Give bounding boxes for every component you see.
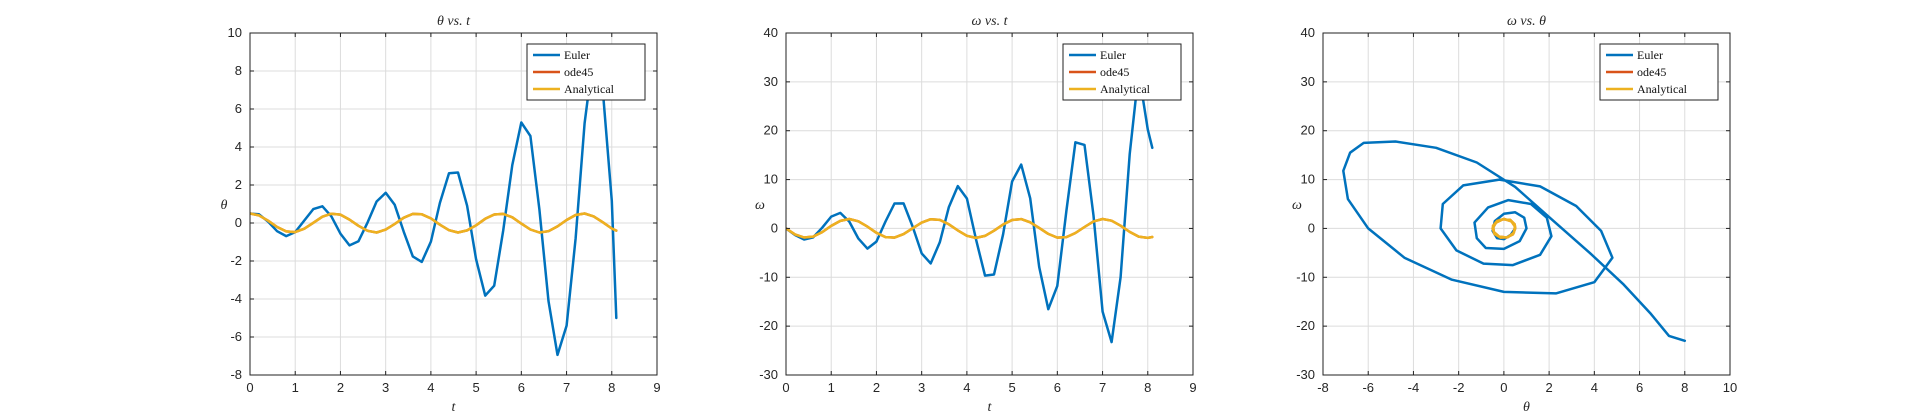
x-tick-label: -8 bbox=[1317, 380, 1329, 395]
x-tick-label: 4 bbox=[1591, 380, 1598, 395]
legend: Euler ode45 Analytical bbox=[1599, 43, 1719, 101]
x-tick-label: 6 bbox=[1636, 380, 1643, 395]
y-tick-label: -10 bbox=[759, 269, 778, 284]
x-tick-label: 8 bbox=[1144, 380, 1151, 395]
y-tick-label: -20 bbox=[1296, 318, 1315, 333]
legend: Euler ode45 Analytical bbox=[1062, 43, 1182, 101]
y-tick-label: 0 bbox=[1308, 220, 1315, 235]
x-tick-label: 10 bbox=[1723, 380, 1737, 395]
y-tick-label: 6 bbox=[235, 101, 242, 116]
y-tick-label: 8 bbox=[235, 63, 242, 78]
y-tick-label: 2 bbox=[235, 177, 242, 192]
y-tick-label: -30 bbox=[1296, 367, 1315, 382]
legend: Euler ode45 Analytical bbox=[526, 43, 646, 101]
y-axis-label: ω bbox=[755, 198, 765, 213]
x-tick-label: 3 bbox=[382, 380, 389, 395]
y-tick-label: 0 bbox=[235, 215, 242, 230]
x-tick-label: 4 bbox=[963, 380, 970, 395]
y-axis-label: ω bbox=[1292, 198, 1302, 213]
y-tick-label: 30 bbox=[764, 74, 778, 89]
x-tick-label: 0 bbox=[1500, 380, 1507, 395]
x-tick-label: 8 bbox=[1681, 380, 1688, 395]
x-axis-label: t bbox=[452, 400, 457, 415]
x-tick-label: 2 bbox=[337, 380, 344, 395]
legend-label-analytical: Analytical bbox=[1100, 82, 1151, 96]
y-tick-label: 10 bbox=[228, 25, 242, 40]
y-axis-label: θ bbox=[221, 198, 228, 213]
chart-theta_t: 0 1 2 3 4 5 6 7 8 9 -8 -6 -4 -2 0 2 4 6 8 10 θ vs. t t θ Euler o… bbox=[221, 14, 661, 415]
x-tick-label: 8 bbox=[608, 380, 615, 395]
x-tick-label: -6 bbox=[1362, 380, 1374, 395]
y-tick-label: -20 bbox=[759, 318, 778, 333]
x-tick-label: 3 bbox=[918, 380, 925, 395]
y-tick-label: 10 bbox=[1301, 172, 1315, 187]
y-tick-label: -8 bbox=[230, 367, 242, 382]
series-euler-line bbox=[1342, 140, 1687, 343]
y-tick-label: 4 bbox=[235, 139, 242, 154]
legend-label-euler: Euler bbox=[564, 48, 590, 62]
legend-label-ode45: ode45 bbox=[1637, 65, 1666, 79]
y-tick-label: 40 bbox=[1301, 25, 1315, 40]
chart-title: ω vs. t bbox=[972, 14, 1009, 29]
legend-label-analytical: Analytical bbox=[1637, 82, 1688, 96]
y-tick-label: 10 bbox=[764, 172, 778, 187]
chart-title: ω vs. θ bbox=[1507, 14, 1546, 29]
chart-title: θ vs. t bbox=[437, 14, 471, 29]
legend-label-ode45: ode45 bbox=[1100, 65, 1129, 79]
y-tick-label: -30 bbox=[759, 367, 778, 382]
axes-box bbox=[785, 32, 1194, 376]
x-tick-label: -2 bbox=[1453, 380, 1465, 395]
x-axis-label: θ bbox=[1523, 400, 1530, 415]
series-analytical-line bbox=[786, 217, 1154, 240]
legend-label-euler: Euler bbox=[1100, 48, 1126, 62]
legend-label-euler: Euler bbox=[1637, 48, 1663, 62]
x-tick-label: 5 bbox=[1008, 380, 1015, 395]
x-tick-label: 1 bbox=[292, 380, 299, 395]
y-tick-label: 20 bbox=[1301, 123, 1315, 138]
x-axis-label: t bbox=[988, 400, 993, 415]
x-tick-label: 4 bbox=[427, 380, 434, 395]
series-group bbox=[786, 70, 1154, 344]
series-analytical-line bbox=[250, 212, 618, 234]
y-tick-label: 30 bbox=[1301, 74, 1315, 89]
legend-label-ode45: ode45 bbox=[564, 65, 593, 79]
x-tick-label: 9 bbox=[653, 380, 660, 395]
x-tick-label: 9 bbox=[1189, 380, 1196, 395]
x-tick-label: 6 bbox=[1054, 380, 1061, 395]
series-group bbox=[250, 51, 618, 357]
x-tick-label: -4 bbox=[1408, 380, 1420, 395]
y-tick-label: 40 bbox=[764, 25, 778, 40]
x-tick-label: 1 bbox=[828, 380, 835, 395]
x-tick-label: 0 bbox=[246, 380, 253, 395]
x-tick-label: 0 bbox=[782, 380, 789, 395]
series-group bbox=[1342, 140, 1687, 343]
x-tick-label: 6 bbox=[518, 380, 525, 395]
y-tick-label: 0 bbox=[771, 220, 778, 235]
x-tick-label: 7 bbox=[563, 380, 570, 395]
axes-box bbox=[249, 32, 658, 376]
x-tick-label: 2 bbox=[873, 380, 880, 395]
x-tick-label: 7 bbox=[1099, 380, 1106, 395]
y-tick-label: -2 bbox=[230, 253, 242, 268]
x-tick-label: 2 bbox=[1545, 380, 1552, 395]
y-tick-label: -10 bbox=[1296, 269, 1315, 284]
axes-box bbox=[1322, 32, 1731, 376]
x-tick-label: 5 bbox=[472, 380, 479, 395]
series-analytical-line bbox=[1491, 217, 1517, 239]
y-tick-label: -4 bbox=[230, 291, 242, 306]
chart-omega_t: 0 1 2 3 4 5 6 7 8 9 -30 -20 -10 0 10 20 30 40 ω vs. t t ω Eul… bbox=[755, 14, 1197, 415]
y-tick-label: 20 bbox=[764, 123, 778, 138]
y-tick-label: -6 bbox=[230, 329, 242, 344]
legend-label-analytical: Analytical bbox=[564, 82, 615, 96]
